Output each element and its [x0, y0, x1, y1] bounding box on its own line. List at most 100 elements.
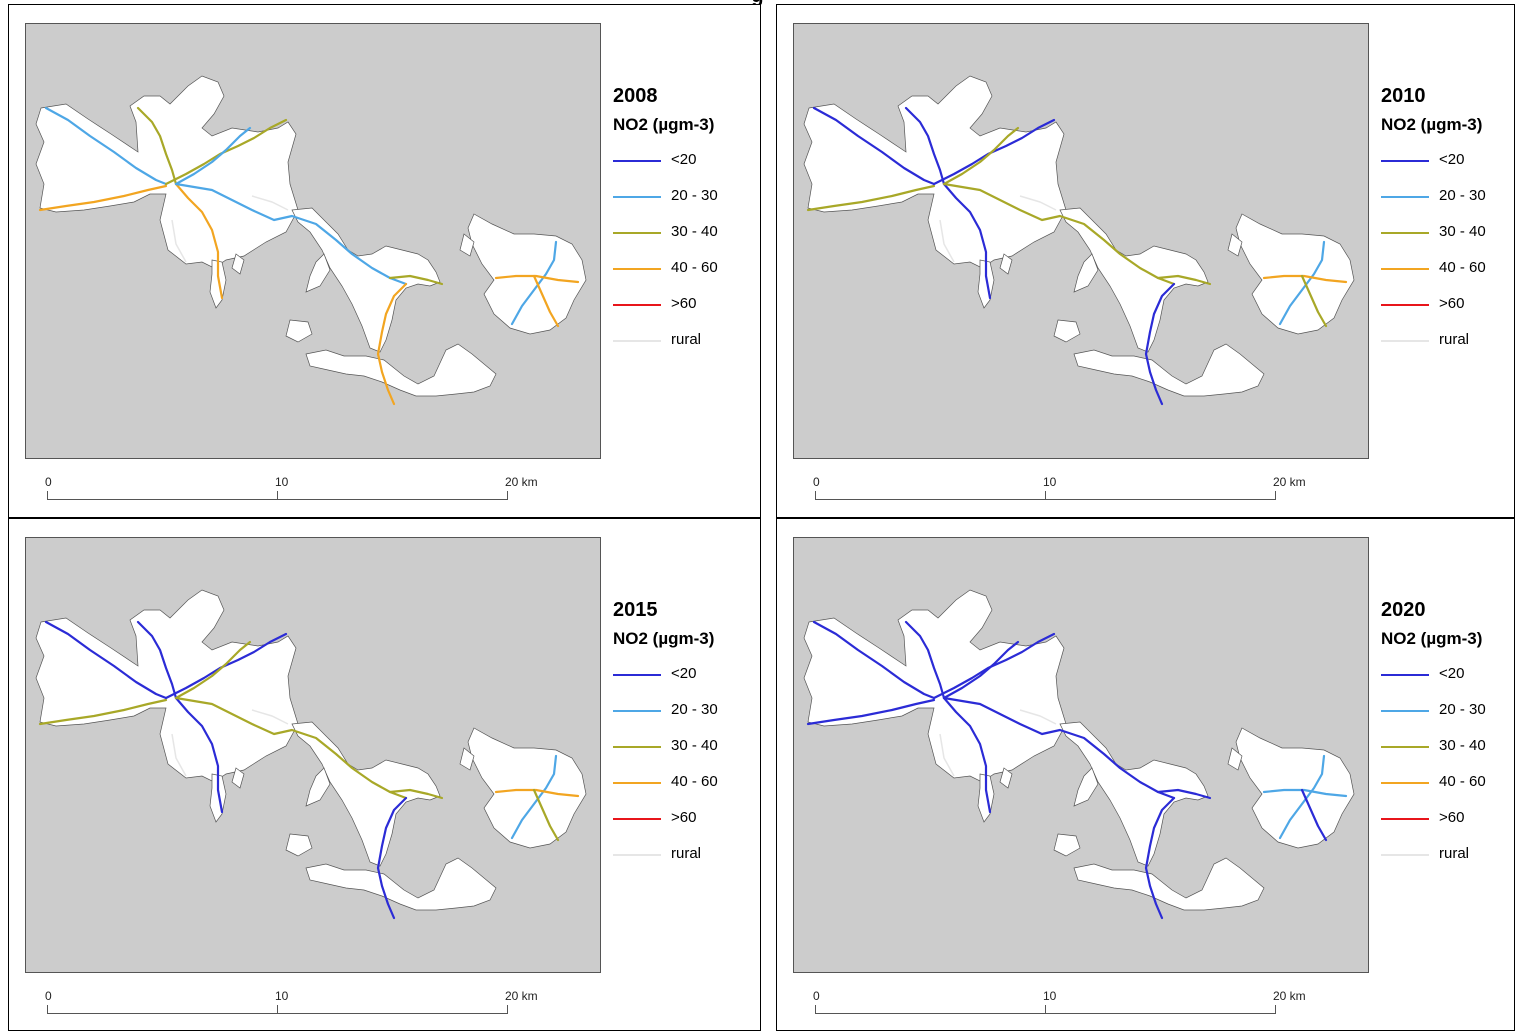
legend-swatch	[613, 674, 661, 676]
map-svg	[35, 589, 587, 920]
legend-label: 20 - 30	[671, 701, 718, 718]
legend-label: <20	[671, 665, 697, 682]
legend-label: <20	[671, 151, 697, 168]
legend-title: NO2 (µgm-3)	[1381, 629, 1483, 648]
map-frame[interactable]	[793, 23, 1369, 459]
legend-item-40-60: 40 - 60	[1381, 259, 1515, 295]
legend-swatch	[1381, 782, 1429, 784]
road-segment	[388, 788, 444, 800]
road-segment	[806, 698, 936, 726]
urban-area	[1053, 833, 1081, 857]
urban-area	[35, 75, 299, 269]
urban-area	[1073, 767, 1099, 807]
legend-title: NO2 (µgm-3)	[613, 629, 715, 648]
road-segment	[1300, 788, 1328, 842]
road-segment	[174, 696, 408, 800]
urban-area	[467, 727, 587, 849]
urban-area	[803, 589, 1067, 783]
legend-item-40-60: 40 - 60	[613, 259, 763, 295]
legend-label: 40 - 60	[671, 773, 718, 790]
scale-label-10: 10	[1043, 989, 1057, 1003]
legend-item-lt20: <20	[613, 665, 763, 701]
scale-label-0: 0	[45, 475, 52, 489]
scale-label-0: 0	[813, 475, 820, 489]
road-segment	[1144, 796, 1176, 920]
scale-tick	[1045, 491, 1046, 500]
legend-swatch	[1381, 710, 1429, 712]
legend-item-20-30: 20 - 30	[613, 187, 763, 223]
road-segment	[38, 698, 168, 726]
legend-swatch	[613, 746, 661, 748]
road-segment	[942, 182, 992, 300]
map-svg	[803, 75, 1355, 406]
legend-label: 20 - 30	[671, 187, 718, 204]
road-segment	[1262, 788, 1348, 798]
legend-label: <20	[1439, 151, 1465, 168]
legend-item-20-30: 20 - 30	[613, 701, 763, 737]
legend-label: >60	[671, 809, 697, 826]
urban-area	[803, 75, 1067, 269]
road-segment	[904, 620, 946, 700]
urban-area	[999, 253, 1013, 275]
map-frame[interactable]	[25, 23, 601, 459]
legend-label: rural	[671, 331, 702, 348]
road-segment	[494, 788, 580, 798]
road-segment	[932, 632, 1056, 700]
road-segment	[1144, 282, 1176, 406]
road-segment	[806, 184, 936, 212]
legend-swatch	[613, 818, 661, 820]
urban-area	[459, 233, 475, 257]
legend-label: <20	[1439, 665, 1465, 682]
urban-area	[1235, 727, 1355, 849]
legend-year: 2020	[1381, 599, 1426, 621]
urban-area	[467, 213, 587, 335]
legend-item-rural: rural	[613, 331, 763, 367]
legend-title: NO2 (µgm-3)	[1381, 115, 1483, 134]
legend-year: 2015	[613, 599, 658, 621]
road-segment	[1156, 788, 1212, 800]
urban-area	[285, 833, 313, 857]
legend-swatch	[1381, 304, 1429, 306]
urban-area	[1073, 343, 1265, 397]
road-segment	[164, 118, 288, 186]
road-segment	[942, 696, 992, 814]
legend-swatch	[1381, 232, 1429, 234]
scale-label-20: 20 km	[1273, 475, 1306, 489]
legend-item-gt60: >60	[613, 295, 763, 331]
legend-label: rural	[1439, 845, 1470, 862]
map-panel-2015: 2015 NO2 (µgm-3) <20 20 - 30 30 - 40 40 …	[8, 518, 761, 1031]
scale-tick	[507, 491, 508, 500]
urban-area	[231, 767, 245, 789]
road-segment	[174, 126, 252, 186]
figure-title: g	[0, 0, 1515, 6]
scale-tick	[815, 1005, 816, 1014]
map-frame[interactable]	[25, 537, 601, 973]
road-segment	[174, 640, 252, 700]
scale-tick	[47, 491, 48, 500]
road-segment	[932, 118, 1056, 186]
legend-item-30-40: 30 - 40	[613, 737, 763, 773]
urban-area	[1059, 721, 1209, 867]
road-segment	[942, 182, 1176, 286]
legend-label: 40 - 60	[1439, 259, 1486, 276]
legend-swatch	[1381, 746, 1429, 748]
map-frame[interactable]	[793, 537, 1369, 973]
legend-item-30-40: 30 - 40	[613, 223, 763, 259]
map-panel-2008: 2008 NO2 (µgm-3) <20 20 - 30 30 - 40 40 …	[8, 4, 761, 518]
legend-item-30-40: 30 - 40	[1381, 223, 1515, 259]
scale-tick	[507, 1005, 508, 1014]
legend-swatch	[613, 304, 661, 306]
road-segment	[532, 788, 560, 842]
legend-swatch	[1381, 674, 1429, 676]
rural-road	[171, 195, 289, 263]
legend-swatch	[1381, 196, 1429, 198]
map-panel-2010: 2010 NO2 (µgm-3) <20 20 - 30 30 - 40 40 …	[776, 4, 1515, 518]
urban-area	[1073, 857, 1265, 911]
scale-label-0: 0	[813, 989, 820, 1003]
legend-item-30-40: 30 - 40	[1381, 737, 1515, 773]
legend-item-rural: rural	[613, 845, 763, 881]
rural-road	[939, 709, 1057, 777]
urban-area	[1073, 253, 1099, 293]
legend-item-20-30: 20 - 30	[1381, 187, 1515, 223]
legend-swatch	[1381, 160, 1429, 162]
